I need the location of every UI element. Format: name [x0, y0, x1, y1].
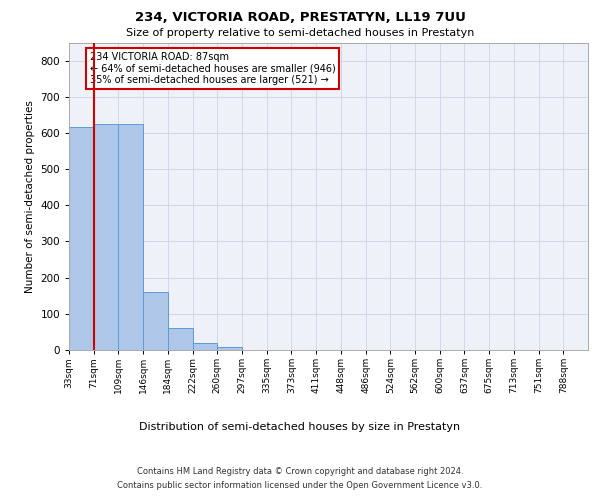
- Y-axis label: Number of semi-detached properties: Number of semi-detached properties: [25, 100, 35, 292]
- Text: Size of property relative to semi-detached houses in Prestatyn: Size of property relative to semi-detach…: [126, 28, 474, 38]
- Bar: [217, 347, 242, 350]
- Text: Contains public sector information licensed under the Open Government Licence v3: Contains public sector information licen…: [118, 481, 482, 490]
- Bar: [193, 344, 217, 350]
- Bar: [94, 124, 118, 350]
- Text: Distribution of semi-detached houses by size in Prestatyn: Distribution of semi-detached houses by …: [139, 422, 461, 432]
- Text: Contains HM Land Registry data © Crown copyright and database right 2024.: Contains HM Land Registry data © Crown c…: [137, 468, 463, 476]
- Bar: [118, 124, 143, 350]
- Text: 234 VICTORIA ROAD: 87sqm
← 64% of semi-detached houses are smaller (946)
35% of : 234 VICTORIA ROAD: 87sqm ← 64% of semi-d…: [90, 52, 335, 85]
- Bar: [168, 328, 193, 350]
- Text: 234, VICTORIA ROAD, PRESTATYN, LL19 7UU: 234, VICTORIA ROAD, PRESTATYN, LL19 7UU: [134, 11, 466, 24]
- Bar: [69, 127, 94, 350]
- Bar: [143, 292, 168, 350]
